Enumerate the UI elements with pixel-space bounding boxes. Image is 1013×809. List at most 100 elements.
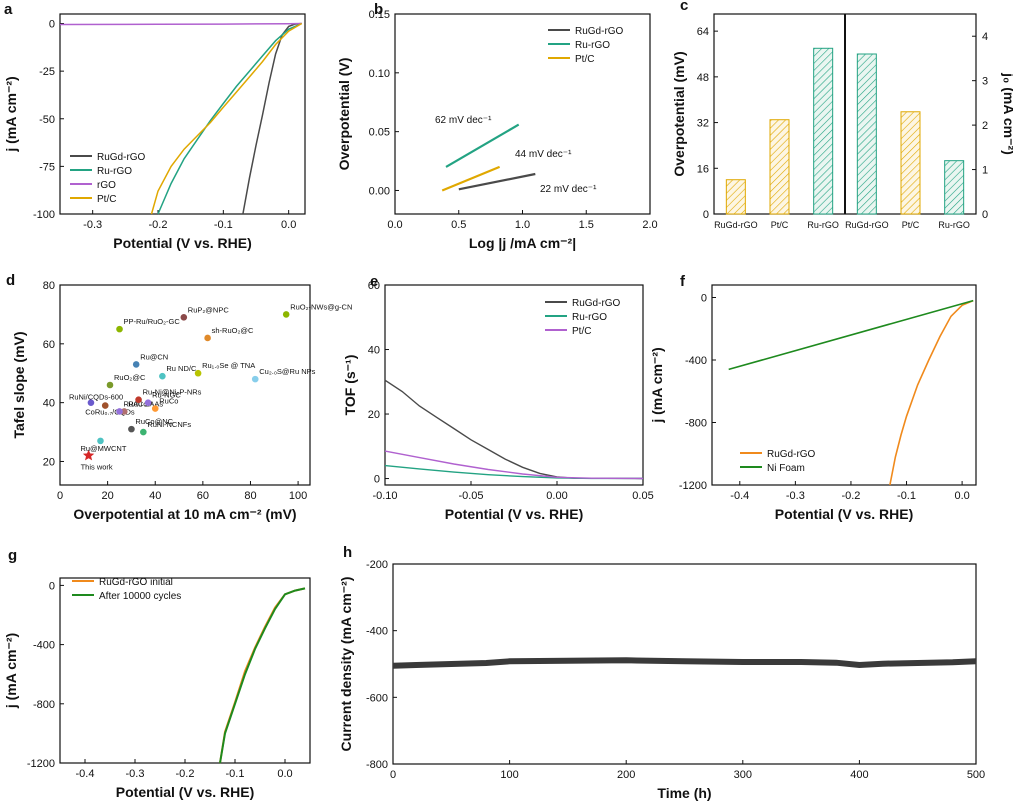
- y-tick-label: 60: [43, 339, 55, 351]
- x-tick-label: 80: [244, 490, 256, 502]
- x-tick-label: 2.0: [642, 219, 657, 231]
- x-tick-label: 0.00: [546, 490, 567, 502]
- scatter-point-label: RuCoP: [128, 399, 152, 408]
- y-axis-label: Tafel slope (mV): [11, 331, 27, 438]
- scatter-point-label: Ru-NGC: [152, 391, 181, 400]
- y-tick-label: 0.00: [369, 185, 390, 197]
- scatter-point-label: This work: [81, 463, 113, 472]
- y-tick-label: -50: [39, 114, 55, 126]
- bar-pt-c: [900, 111, 921, 215]
- scatter-point: [101, 402, 109, 409]
- scatter-point-label: RuNi/CQDs-600: [69, 393, 123, 402]
- x-tick-label: 20: [101, 490, 113, 502]
- panel-letter: h: [343, 544, 352, 561]
- legend-label: Ni Foam: [767, 463, 805, 474]
- panel-e-frame: [384, 284, 644, 486]
- panel-g-frame: [59, 577, 311, 764]
- x-tick-label: 200: [617, 769, 635, 781]
- scatter-point: [194, 369, 202, 377]
- panel-f: -0.4 -0.3 -0.2 -0.1 0.0 0 -400 -800 -1200 Potenti…: [649, 273, 977, 522]
- y-axis-label: Overpotential (V): [336, 58, 352, 171]
- y-axis-label: TOF (s⁻¹): [342, 355, 358, 416]
- x-tick-label: 1.0: [515, 219, 530, 231]
- y-tick-label: 0: [374, 474, 380, 486]
- legend-label: RuGd-rGO: [97, 152, 146, 163]
- series-line-rugd-rgo-initial: [219, 587, 306, 764]
- y-tick-label: -1200: [679, 480, 707, 492]
- panel-f-frame: [711, 284, 977, 486]
- legend-label: RuGd-rGO: [767, 449, 816, 460]
- series-line-rugd-rgo: [889, 299, 974, 486]
- y-tick-label: -100: [33, 209, 55, 221]
- x-tick-label: 0.05: [632, 490, 653, 502]
- x-tick-label: 0: [390, 769, 396, 781]
- scatter-point: [282, 311, 290, 318]
- y2-tick-label: 4: [982, 31, 988, 43]
- x-tick-label: 0: [57, 490, 63, 502]
- scatter-point: [135, 396, 142, 404]
- x-tick-label: -0.3: [83, 219, 102, 231]
- y2-tick-label: 2: [982, 120, 988, 132]
- scatter-point-label: RuNi-NCNFs: [147, 420, 191, 429]
- scatter-point-label: Cu₂.₀S@Ru NPs: [259, 367, 315, 376]
- x-tick-label: 0.0: [954, 490, 969, 502]
- scatter-point-label: RuAu SAAs: [124, 399, 164, 408]
- legend-label: RuGd-rGO: [575, 26, 624, 37]
- x-tick-label: 300: [734, 769, 752, 781]
- scatter-point-label: RuO₂-NWs@g-CN: [290, 302, 352, 311]
- legend-label: RuGd-rGO initial: [99, 577, 173, 588]
- x-tick-label: -0.1: [897, 490, 916, 502]
- y-tick-label: 0: [703, 209, 709, 221]
- x-category-label: Ru-rGO: [807, 220, 839, 230]
- series-line-pt-c: [441, 165, 501, 192]
- scatter-point: [106, 381, 114, 389]
- y-tick-label: 64: [697, 26, 709, 38]
- x-axis-label: Time (h): [657, 785, 711, 801]
- panel-c: 0 16 32 48 64 0 1 2 3 4 RuGd-rGO Pt/C Ru-rGO RuGd-rGO…: [671, 0, 1013, 230]
- series-line-after-10000-cycles: [219, 587, 306, 764]
- x-tick-label: -0.10: [372, 490, 397, 502]
- scatter-point: [144, 399, 152, 406]
- x-tick-label: -0.3: [786, 490, 805, 502]
- scatter-point: [251, 375, 259, 383]
- series-line-ru-rgo: [384, 464, 644, 480]
- scatter-point-star: [82, 449, 95, 461]
- x-axis-label: Potential (V vs. RHE): [445, 506, 583, 522]
- y-tick-label: 80: [43, 280, 55, 292]
- panel-b-frame: [394, 13, 651, 215]
- panel-letter: a: [4, 1, 13, 18]
- series-line-rugd-rgo: [458, 172, 536, 191]
- x-tick-label: -0.05: [458, 490, 483, 502]
- x-tick-label: -0.2: [841, 490, 860, 502]
- bar-ru-rgo: [813, 47, 834, 215]
- series-line-pt-c: [150, 22, 303, 215]
- panel-letter: e: [370, 273, 378, 290]
- scatter-point-label: PP-Ru/RuO₂-GC: [124, 317, 181, 326]
- legend-label: rGO: [97, 180, 116, 191]
- panel-letter: c: [680, 0, 688, 14]
- x-tick-label: 0.5: [451, 219, 466, 231]
- legend-label: Pt/C: [575, 54, 594, 65]
- panel-h: 0 100 200 300 400 500 -200 -400 -600 -800 Time (h)…: [338, 544, 985, 801]
- legend-label: Pt/C: [97, 194, 116, 205]
- scatter-point-label: Ru@CN: [140, 352, 168, 361]
- y-tick-label: 0.05: [369, 127, 390, 139]
- panel-g: -0.4 -0.3 -0.2 -0.1 0.0 0 -400 -800 -1200 Potenti…: [3, 547, 311, 800]
- scatter-point: [116, 408, 123, 415]
- scatter-point: [151, 405, 159, 412]
- y2-axis-label: j₀ (mA cm⁻²): [1001, 72, 1013, 155]
- legend-label: RuGd-rGO: [572, 298, 621, 309]
- series-line-rugd-rgo: [242, 22, 302, 215]
- y-axis-label: j (mA cm⁻²): [3, 633, 19, 709]
- y-tick-label: 20: [368, 409, 380, 421]
- scatter-point-label: sh-RuO₂@C: [212, 326, 254, 335]
- panel-e: -0.10 -0.05 0.00 0.05 0 20 40 60 Potential (V vs…: [342, 273, 654, 522]
- bar-pt-c: [769, 119, 790, 215]
- panel-letter: d: [6, 272, 15, 289]
- legend-label: Ru-rGO: [572, 312, 607, 323]
- scatter-point: [159, 372, 166, 380]
- panel-a: -0.3 -0.2 -0.1 0.0 0 -25 -50 -75 -100 Potential (…: [3, 1, 306, 251]
- scatter-point-label: Ru₁.₀Se @ TNA: [202, 361, 255, 370]
- x-tick-label: 60: [197, 490, 209, 502]
- x-tick-label: 0.0: [387, 219, 402, 231]
